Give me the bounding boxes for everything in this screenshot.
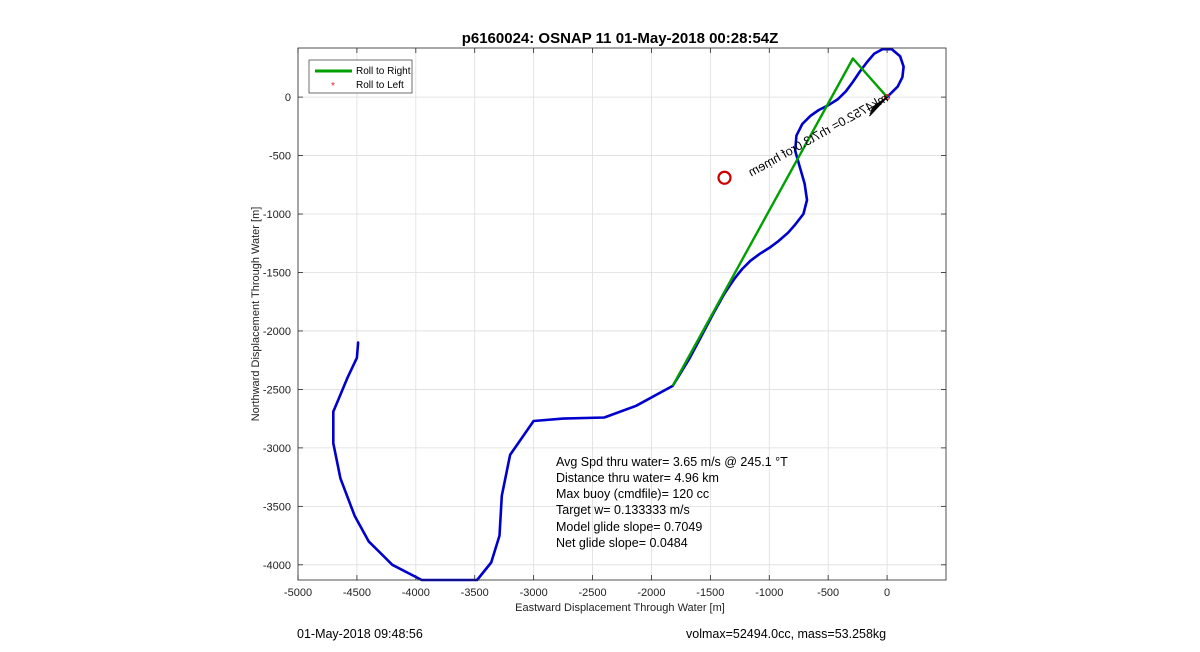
plot-area <box>298 48 946 580</box>
x-tick-label: -1500 <box>696 587 724 599</box>
legend-box <box>308 59 413 94</box>
annotation-distance: Distance thru water= 4.96 km <box>556 471 719 485</box>
stats-annotation: Avg Spd thru water= 3.65 m/s @ 245.1 °T … <box>556 455 788 550</box>
legend: Roll to Right * Roll to Left <box>308 59 413 94</box>
current-arrow <box>868 96 888 117</box>
x-tick-label: -3500 <box>461 587 489 599</box>
x-tick-label: -3000 <box>520 587 548 599</box>
x-tick-label: -500 <box>817 587 839 599</box>
current-arrows <box>868 96 888 117</box>
x-tick-label: -4500 <box>343 587 371 599</box>
x-tick-label: -4000 <box>402 587 430 599</box>
annotation-max-buoy: Max buoy (cmdfile)= 120 cc <box>556 487 709 501</box>
x-tick-label: -2000 <box>637 587 665 599</box>
x-axis-label: Eastward Displacement Through Water [m] <box>515 602 725 614</box>
footer-timestamp: 01-May-2018 09:48:56 <box>297 627 423 641</box>
annotation-net-glide: Net glide slope= 0.0484 <box>556 536 688 550</box>
legend-label-roll-left: Roll to Left <box>356 80 404 91</box>
grid <box>297 48 946 580</box>
footer-vol-mass: volmax=52494.0cc, mass=53.258kg <box>686 627 887 641</box>
annotation-target-w: Target w= 0.133333 m/s <box>556 503 690 517</box>
legend-label-roll-right: Roll to Right <box>356 66 411 77</box>
y-tick-label: -1500 <box>263 267 291 279</box>
x-tick-label: -5000 <box>284 587 312 599</box>
y-tick-label: -500 <box>269 151 291 163</box>
y-tick-label: -2500 <box>263 384 291 396</box>
y-tick-label: -1000 <box>263 209 291 221</box>
series-track-line <box>332 47 905 582</box>
target-circle <box>717 170 732 185</box>
annotation-avg-speed: Avg Spd thru water= 3.65 m/s @ 245.1 °T <box>556 455 788 469</box>
plot-frame <box>297 47 947 581</box>
annotation-model-glide: Model glide slope= 0.7049 <box>556 520 702 534</box>
legend-swatch-roll-left: * <box>331 81 335 92</box>
chart-title: p6160024: OSNAP 11 01-May-2018 00:28:54Z <box>462 30 779 47</box>
series-roll-right-line <box>671 57 888 387</box>
x-tick-label: -2500 <box>578 587 606 599</box>
series-layer <box>332 47 905 582</box>
y-tick-label: -4000 <box>263 560 291 572</box>
ticks: -5000 -4500 -4000 -3500 -3000 -2500 -2000 -1500… <box>263 48 946 599</box>
y-tick-label: 0 <box>285 92 291 104</box>
y-tick-label: -2000 <box>263 326 291 338</box>
y-axis-label: Northward Displacement Through Water [m] <box>250 207 262 422</box>
y-tick-label: -3500 <box>263 501 291 513</box>
x-tick-label: 0 <box>884 587 890 599</box>
y-tick-label: -3000 <box>263 443 291 455</box>
series-roll-left-point <box>883 94 891 101</box>
x-tick-label: -1000 <box>755 587 783 599</box>
